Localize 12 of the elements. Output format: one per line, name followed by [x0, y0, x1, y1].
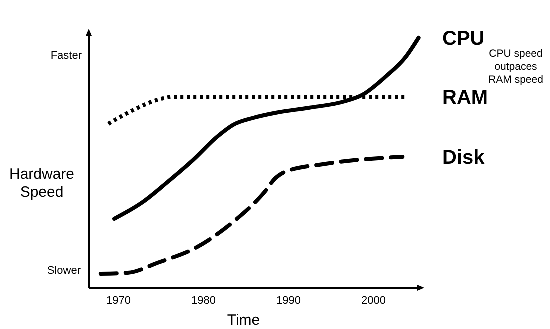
- series-label: CPU: [442, 28, 485, 50]
- series-label: Disk: [442, 147, 486, 169]
- x-tick-label: 2000: [362, 295, 386, 307]
- text: Faster: [50, 50, 82, 62]
- x-tick-label: 1980: [192, 295, 216, 307]
- x-tick-label: 1990: [276, 295, 301, 307]
- series-label: RAM: [442, 87, 488, 109]
- x-tick-label: 1970: [106, 295, 131, 307]
- y-axis-title: Hardware Speed: [9, 166, 75, 201]
- x-axis-title: Time: [227, 312, 260, 329]
- text: Slower: [47, 265, 82, 277]
- text: CPU speed outpaces RAM speed: [488, 48, 544, 86]
